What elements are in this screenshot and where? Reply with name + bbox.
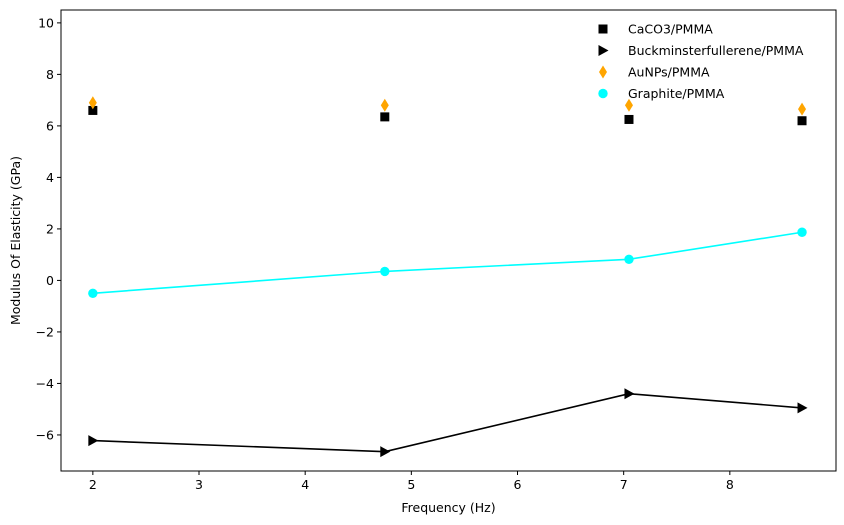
data-point: [88, 288, 98, 298]
y-tick-label: 2: [46, 221, 54, 236]
data-point: [380, 112, 390, 122]
data-point: [797, 227, 807, 237]
legend-marker: [598, 45, 609, 56]
data-point: [624, 388, 635, 400]
data-point: [88, 105, 98, 115]
x-tick-label: 7: [620, 477, 628, 492]
x-axis-label: Frequency (Hz): [401, 500, 495, 515]
series-line: [92, 392, 803, 453]
legend-entry: Buckminsterfullerene/PMMA: [598, 43, 804, 58]
data-point: [380, 446, 391, 458]
y-axis-label: Modulus Of Elasticity (GPa): [8, 156, 23, 325]
series-line: [92, 231, 803, 295]
legend-label: Buckminsterfullerene/PMMA: [628, 43, 804, 58]
data-point: [797, 116, 807, 126]
plot-frame: [60, 9, 837, 472]
y-tick-label: −2: [36, 324, 54, 339]
x-tick-label: 2: [89, 477, 97, 492]
legend-marker: [599, 65, 607, 79]
y-tick-label: 6: [46, 118, 54, 133]
legend-label: Graphite/PMMA: [628, 86, 725, 101]
data-point: [380, 98, 389, 112]
series-3: [88, 227, 807, 298]
data-point: [624, 114, 634, 124]
x-axis: 2 3 4 5 6 7 8: [89, 471, 734, 492]
legend-marker: [598, 24, 608, 34]
series-2: [88, 96, 807, 116]
data-point: [624, 254, 634, 265]
series-1: [88, 388, 808, 458]
x-tick-label: 5: [407, 477, 415, 492]
y-tick-label: 4: [46, 170, 54, 185]
data-point: [624, 98, 633, 112]
legend-label: CaCO3/PMMA: [628, 22, 713, 37]
y-tick-label: 0: [46, 273, 54, 288]
y-tick-label: 10: [38, 15, 54, 30]
legend-entry: AuNPs/PMMA: [599, 65, 710, 80]
legend-marker: [598, 88, 608, 99]
legend-entry: CaCO3/PMMA: [598, 22, 713, 37]
series-0: [88, 105, 807, 126]
data-point: [797, 402, 808, 414]
data-point: [380, 266, 390, 277]
y-axis: −6 −4 −2 0 2 4 6 8 10: [36, 15, 61, 442]
plot-marks: [88, 96, 808, 458]
legend-entry: Graphite/PMMA: [598, 86, 725, 101]
y-tick-label: −6: [36, 427, 54, 442]
x-tick-label: 8: [726, 477, 734, 492]
data-point: [88, 96, 97, 110]
legend: CaCO3/PMMA Buckminsterfullerene/PMMA AuNPs…: [598, 22, 804, 101]
x-tick-label: 6: [514, 477, 522, 492]
data-point: [798, 102, 807, 116]
y-tick-label: 8: [46, 67, 54, 82]
x-tick-label: 4: [301, 477, 309, 492]
x-tick-label: 3: [195, 477, 203, 492]
legend-label: AuNPs/PMMA: [628, 65, 710, 80]
data-point: [88, 435, 99, 447]
y-tick-label: −4: [36, 376, 54, 391]
